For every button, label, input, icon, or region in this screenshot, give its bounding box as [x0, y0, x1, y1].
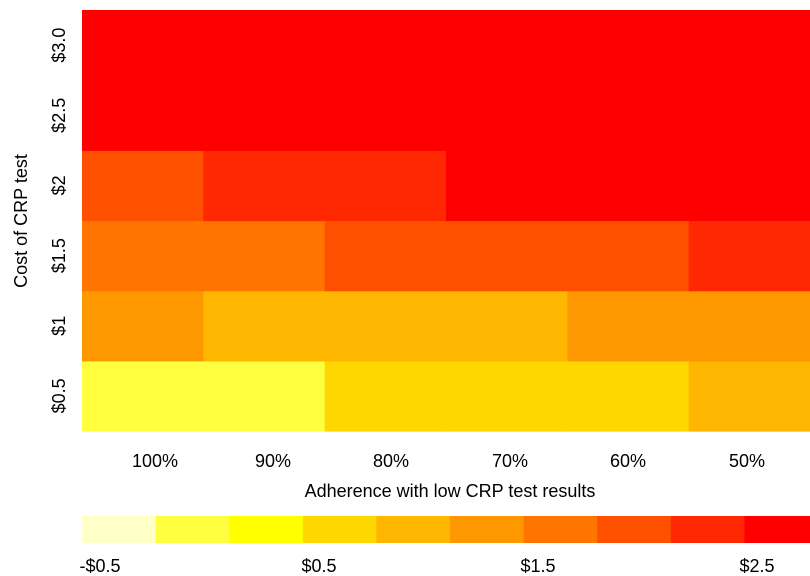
legend-tick-label: $0.5	[301, 556, 336, 576]
heatmap-cell	[446, 150, 568, 222]
heatmap-cell	[567, 150, 690, 222]
heatmap-cell	[688, 220, 810, 292]
y-tick-label: $1.5	[49, 238, 69, 273]
heatmap-cell	[446, 80, 568, 151]
heatmap-cell	[203, 80, 326, 151]
legend-swatch	[597, 516, 672, 543]
x-tick-label: 50%	[729, 451, 765, 471]
heatmap-cell	[688, 290, 810, 362]
heatmap-cell	[324, 150, 447, 222]
heatmap-cell	[82, 80, 204, 151]
legend-swatch	[523, 516, 598, 543]
heatmap-cell	[82, 150, 204, 222]
legend-swatch	[302, 516, 377, 543]
heatmap-cell	[446, 10, 568, 81]
y-axis-title: Cost of CRP test	[11, 154, 31, 288]
heatmap-cell	[324, 10, 447, 81]
heatmap-cell	[203, 220, 326, 292]
heatmap-cell	[82, 220, 204, 292]
heatmap-cell	[567, 80, 690, 151]
legend-swatch	[155, 516, 230, 543]
legend-swatch	[670, 516, 745, 543]
heatmap-cell	[567, 10, 690, 81]
y-tick-label: $2.5	[49, 98, 69, 133]
legend-swatch	[450, 516, 525, 543]
heatmap-cell	[688, 150, 810, 222]
heatmap-cell	[82, 290, 204, 362]
heatmap-cell	[446, 290, 568, 362]
y-tick-label: $0.5	[49, 378, 69, 413]
x-tick-label: 90%	[255, 451, 291, 471]
y-tick-label: $1	[49, 316, 69, 336]
y-tick-label: $2	[49, 175, 69, 195]
legend-swatch	[82, 516, 157, 543]
heatmap-cell	[82, 10, 204, 81]
heatmap-cell	[688, 80, 810, 151]
y-tick-labels: $0.5 $1 $1.5 $2 $2.5 $3.0	[49, 28, 69, 414]
heatmap-cell	[446, 360, 568, 432]
heatmap-cell	[688, 10, 810, 81]
heatmap-cell	[203, 150, 326, 222]
heatmap-cell	[203, 10, 326, 81]
y-tick-label: $3.0	[49, 28, 69, 63]
heatmap-cell	[324, 220, 447, 292]
legend-swatch	[229, 516, 304, 543]
x-tick-label: 100%	[132, 451, 178, 471]
heatmap-cell	[203, 290, 326, 362]
x-axis-title: Adherence with low CRP test results	[305, 481, 596, 501]
heatmap-cell	[324, 80, 447, 151]
color-legend	[82, 516, 810, 543]
heatmap-cell	[82, 360, 204, 432]
legend-tick-label: -$0.5	[79, 556, 120, 576]
x-tick-labels: 100% 90% 80% 70% 60% 50%	[132, 451, 765, 471]
legend-swatch	[744, 516, 810, 543]
legend-swatch	[376, 516, 451, 543]
heatmap-cell	[567, 290, 690, 362]
legend-tick-label: $1.5	[520, 556, 555, 576]
heatmap-cell	[203, 360, 326, 432]
legend-tick-label: $2.5	[739, 556, 774, 576]
heatmap-cell	[324, 290, 447, 362]
heatmap-cell	[567, 220, 690, 292]
heatmap-cell	[446, 220, 568, 292]
heatmap-cell	[688, 360, 810, 432]
heatmap-cells	[82, 10, 810, 432]
x-tick-label: 80%	[373, 451, 409, 471]
x-tick-label: 60%	[610, 451, 646, 471]
heatmap-cell	[324, 360, 447, 432]
x-tick-label: 70%	[492, 451, 528, 471]
heatmap-cell	[567, 360, 690, 432]
legend-tick-labels: -$0.5 $0.5 $1.5 $2.5	[79, 556, 774, 576]
